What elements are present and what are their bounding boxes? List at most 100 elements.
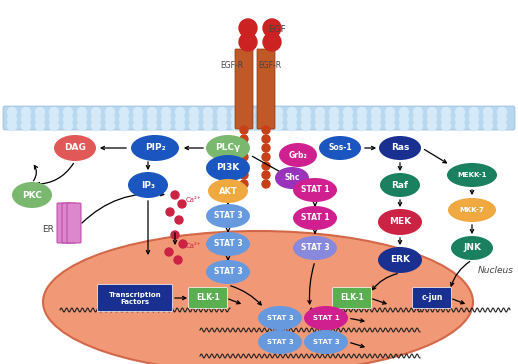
Text: EGF-R: EGF-R [258, 61, 281, 70]
Text: STAT 3: STAT 3 [300, 244, 329, 253]
Circle shape [165, 248, 173, 256]
Circle shape [162, 122, 170, 131]
Text: ER: ER [42, 225, 54, 234]
Circle shape [455, 115, 465, 123]
Text: ELK-1: ELK-1 [196, 293, 220, 302]
Text: JNK: JNK [463, 244, 481, 253]
Circle shape [190, 115, 198, 123]
Circle shape [497, 107, 507, 116]
Circle shape [162, 115, 170, 123]
Circle shape [497, 115, 507, 123]
Text: MEK: MEK [389, 218, 411, 226]
Circle shape [262, 171, 270, 179]
Circle shape [274, 115, 282, 123]
Text: Ca²⁺: Ca²⁺ [186, 243, 202, 249]
Text: PI3K: PI3K [217, 163, 240, 173]
Ellipse shape [448, 198, 496, 222]
Circle shape [274, 122, 282, 131]
Circle shape [64, 107, 73, 116]
FancyBboxPatch shape [333, 288, 371, 309]
Circle shape [357, 122, 367, 131]
Circle shape [232, 115, 240, 123]
Circle shape [240, 153, 248, 161]
Circle shape [7, 122, 17, 131]
Circle shape [246, 107, 254, 116]
Circle shape [315, 107, 324, 116]
Text: ELK-1: ELK-1 [340, 293, 364, 302]
Text: PLCγ: PLCγ [215, 143, 240, 153]
Ellipse shape [378, 209, 422, 235]
Circle shape [190, 122, 198, 131]
Text: STAT 3: STAT 3 [214, 240, 242, 249]
Circle shape [120, 122, 128, 131]
Circle shape [469, 115, 479, 123]
Circle shape [441, 122, 451, 131]
Circle shape [483, 122, 493, 131]
Circle shape [371, 107, 381, 116]
Circle shape [64, 115, 73, 123]
Text: STAT 3: STAT 3 [267, 315, 293, 321]
Text: AKT: AKT [219, 186, 237, 195]
Circle shape [239, 19, 257, 37]
Circle shape [36, 115, 45, 123]
Circle shape [64, 122, 73, 131]
Circle shape [343, 122, 353, 131]
Ellipse shape [275, 167, 309, 189]
Ellipse shape [293, 178, 337, 202]
Circle shape [78, 107, 87, 116]
Ellipse shape [131, 135, 179, 161]
Circle shape [260, 115, 268, 123]
Circle shape [263, 33, 281, 51]
Text: MKK-7: MKK-7 [459, 207, 484, 213]
Ellipse shape [206, 135, 250, 161]
Circle shape [22, 122, 31, 131]
Circle shape [240, 135, 248, 143]
Circle shape [413, 107, 423, 116]
Circle shape [204, 107, 212, 116]
Circle shape [287, 107, 296, 116]
Text: DAG: DAG [64, 143, 86, 153]
Ellipse shape [279, 143, 317, 167]
Circle shape [120, 115, 128, 123]
Text: STAT 3: STAT 3 [267, 339, 293, 345]
Circle shape [287, 122, 296, 131]
Text: STAT 3: STAT 3 [214, 211, 242, 221]
Circle shape [134, 107, 142, 116]
Text: Transcription
Factors: Transcription Factors [109, 292, 161, 305]
Circle shape [240, 126, 248, 134]
Circle shape [385, 115, 395, 123]
Ellipse shape [208, 179, 248, 203]
Circle shape [260, 107, 268, 116]
Text: Grb₂: Grb₂ [289, 150, 308, 159]
FancyBboxPatch shape [97, 285, 172, 312]
FancyBboxPatch shape [67, 203, 81, 243]
Circle shape [262, 162, 270, 170]
Circle shape [262, 144, 270, 152]
Text: STAT 1: STAT 1 [300, 186, 329, 194]
Circle shape [329, 107, 338, 116]
Text: PKC: PKC [22, 190, 42, 199]
Circle shape [262, 126, 270, 134]
Circle shape [301, 122, 310, 131]
Ellipse shape [319, 136, 361, 160]
Text: c-jun: c-jun [421, 293, 443, 302]
Circle shape [174, 256, 182, 264]
FancyBboxPatch shape [412, 288, 452, 309]
FancyBboxPatch shape [62, 203, 76, 243]
FancyBboxPatch shape [189, 288, 227, 309]
Text: EGF: EGF [268, 25, 286, 34]
Circle shape [455, 122, 465, 131]
Circle shape [204, 122, 212, 131]
Circle shape [263, 19, 281, 37]
Circle shape [232, 107, 240, 116]
Circle shape [106, 115, 114, 123]
Text: Nucleus: Nucleus [478, 266, 514, 275]
Circle shape [262, 153, 270, 161]
Circle shape [106, 107, 114, 116]
Circle shape [413, 122, 423, 131]
Circle shape [371, 122, 381, 131]
Circle shape [166, 208, 174, 216]
Circle shape [399, 115, 409, 123]
Text: EGF-R: EGF-R [220, 61, 243, 70]
Text: PIP₂: PIP₂ [145, 143, 165, 153]
